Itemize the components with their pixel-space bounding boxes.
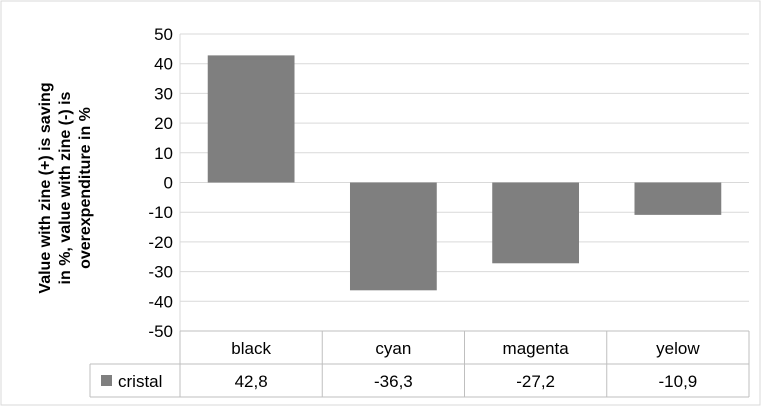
bar-black: [207, 55, 295, 183]
x-category-label: magenta: [503, 339, 570, 358]
x-category-label: cyan: [375, 339, 411, 358]
y-tick-label: -20: [148, 233, 173, 252]
bar-cyan: [349, 182, 437, 291]
table-value-cell: -10,9: [659, 372, 698, 391]
legend-swatch: [101, 375, 112, 386]
x-category-label: yelow: [656, 339, 700, 358]
y-tick-label: 10: [154, 144, 173, 163]
y-tick-label: 20: [154, 114, 173, 133]
y-tick-label: 30: [154, 84, 173, 103]
bar-magenta: [492, 182, 580, 264]
y-tick-label: -10: [148, 203, 173, 222]
y-axis-title-line-2: in %, value with zine (-) is: [57, 91, 74, 284]
y-axis-ticks: 50 40 30 20 10 0 -10 -20 -30 -40 -50: [148, 25, 173, 341]
table-value-cell: 42,8: [235, 372, 268, 391]
y-axis-title-line-1: Value with zine (+) is saving: [37, 82, 54, 293]
y-tick-label: 0: [164, 174, 173, 193]
data-table: black 42,8 cyan -36,3 magenta -27,2 yelow -10,9…: [89, 330, 750, 398]
y-axis-title-line-3: overexpenditure in %: [77, 107, 94, 269]
y-tick-label: 40: [154, 55, 173, 74]
y-tick-label: -40: [148, 292, 173, 311]
bar-yelow: [634, 182, 722, 215]
legend-label: cristal: [118, 372, 162, 391]
bars: [207, 55, 722, 291]
y-tick-label: 50: [154, 25, 173, 44]
x-category-label: black: [231, 339, 271, 358]
y-tick-label: -50: [148, 322, 173, 341]
table-value-cell: -36,3: [374, 372, 413, 391]
y-tick-label: -30: [148, 263, 173, 282]
table-value-cell: -27,2: [516, 372, 555, 391]
y-axis-title: Value with zine (+) is saving in %, valu…: [37, 82, 94, 293]
